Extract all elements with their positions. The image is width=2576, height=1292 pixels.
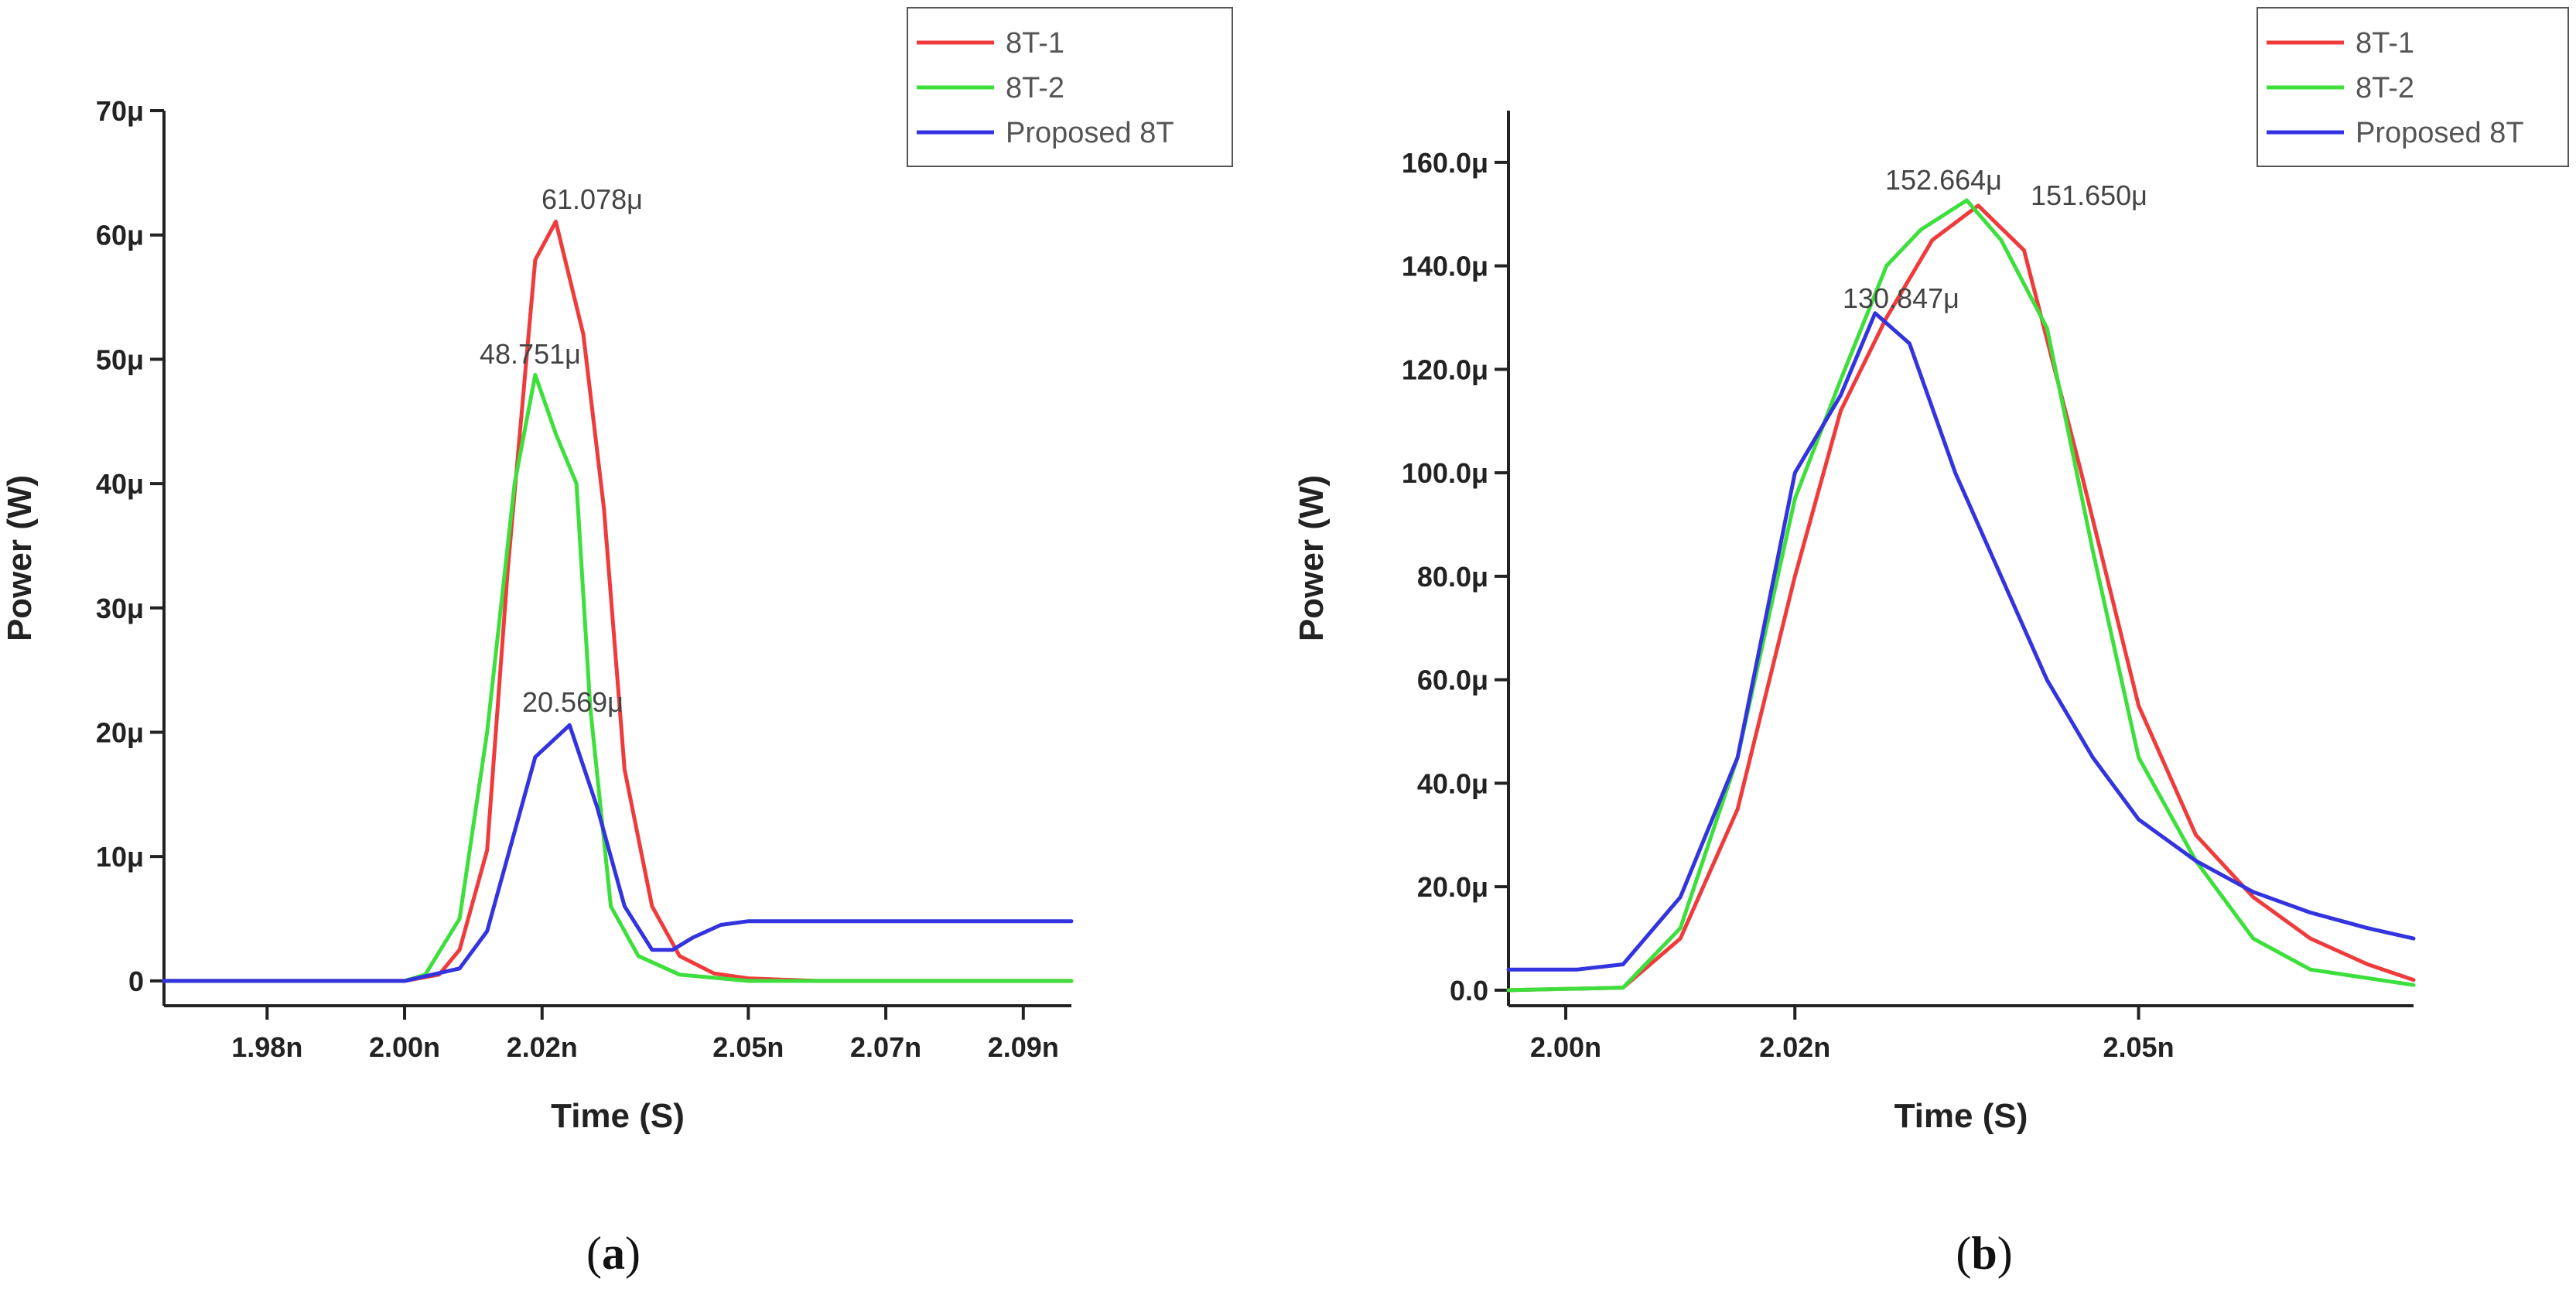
y-tick-label: 100.0μ xyxy=(1402,457,1488,489)
y-tick-label: 10μ xyxy=(96,841,144,873)
y-tick-label: 80.0μ xyxy=(1417,561,1488,593)
x-axis-title: Time (S) xyxy=(551,1097,685,1135)
x-tick-label: 2.07n xyxy=(850,1031,921,1063)
legend: 8T-1 8T-2 Proposed 8T xyxy=(2257,7,2569,167)
x-tick-label: 2.00n xyxy=(369,1031,440,1063)
y-axis-title: Power (W) xyxy=(1293,475,1331,641)
legend-label: 8T-1 xyxy=(1006,27,1064,60)
peak-annotation: 61.078μ xyxy=(542,183,643,215)
x-axis-title: Time (S) xyxy=(1894,1097,2028,1135)
chart-panel-b: 0.0 20.0μ 40.0μ 60.0μ 80.0μ 100.0μ 120.0μ 140.0… xyxy=(1293,7,2569,1279)
x-tick-label: 2.00n xyxy=(1530,1031,1601,1063)
y-tick-label: 160.0μ xyxy=(1402,147,1488,179)
y-tick-label: 60μ xyxy=(96,220,144,251)
legend-label: 8T-1 xyxy=(2356,27,2414,60)
peak-annotation: 152.664μ xyxy=(1885,164,2002,196)
y-axis-title: Power (W) xyxy=(1,475,39,641)
legend-label: 8T-2 xyxy=(1006,72,1064,104)
y-tick-label: 0.0 xyxy=(1450,975,1488,1007)
series-line-proposed-8t xyxy=(1506,311,2416,972)
series-line-8t-1 xyxy=(162,219,1074,983)
y-tick-label: 70μ xyxy=(96,95,144,127)
legend-label: Proposed 8T xyxy=(1006,117,1174,149)
y-tick-label: 40μ xyxy=(96,468,144,500)
peak-annotation: 151.650μ xyxy=(2031,179,2147,211)
y-tick-label: 0 xyxy=(128,966,144,997)
legend: 8T-1 8T-2 Proposed 8T xyxy=(907,7,1233,167)
peak-annotation: 20.569μ xyxy=(522,686,624,718)
legend-label: Proposed 8T xyxy=(2356,117,2524,149)
x-tick-label: 2.05n xyxy=(712,1031,784,1063)
x-tick-label: 1.98n xyxy=(231,1031,302,1063)
legend-label: 8T-2 xyxy=(2356,72,2414,104)
y-tick-label: 30μ xyxy=(96,593,144,624)
y-tick-label: 40.0μ xyxy=(1417,767,1488,799)
series-line-8t-2 xyxy=(1506,198,2416,993)
peak-annotation: 48.751μ xyxy=(480,338,581,370)
y-tick-label: 120.0μ xyxy=(1402,354,1488,385)
panel-label: (a) xyxy=(586,1228,641,1279)
peak-annotation: 130.847μ xyxy=(1843,282,1959,314)
series-line-8t-2 xyxy=(162,373,1074,983)
panel-label: (b) xyxy=(1956,1228,2012,1279)
chart-panel-a: 0 10μ 20μ 30μ 40μ 50μ 60μ 70μ 1.98n 2.00n 2.02n 2.0… xyxy=(1,7,1233,1279)
x-tick-label: 2.02n xyxy=(507,1031,578,1063)
y-tick-label: 140.0μ xyxy=(1402,251,1488,282)
x-tick-label: 2.09n xyxy=(988,1031,1059,1063)
series-line-8t-1 xyxy=(1506,203,2416,993)
y-tick-label: 20μ xyxy=(96,716,144,748)
y-tick-label: 50μ xyxy=(96,344,144,375)
x-tick-label: 2.05n xyxy=(2103,1031,2175,1063)
x-tick-label: 2.02n xyxy=(1759,1031,1830,1063)
y-tick-label: 60.0μ xyxy=(1417,665,1488,696)
y-tick-label: 20.0μ xyxy=(1417,871,1488,903)
series-line-proposed-8t xyxy=(162,723,1074,983)
